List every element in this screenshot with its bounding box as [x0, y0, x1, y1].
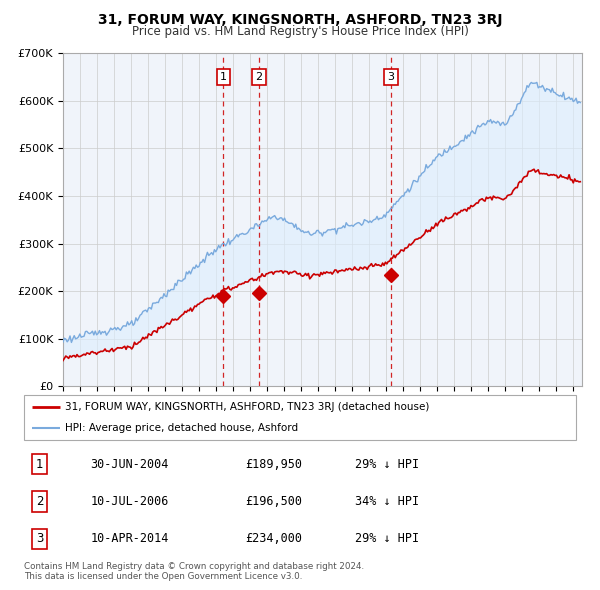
Text: 30-JUN-2004: 30-JUN-2004 [90, 458, 169, 471]
Text: Contains HM Land Registry data © Crown copyright and database right 2024.
This d: Contains HM Land Registry data © Crown c… [24, 562, 364, 581]
Text: 3: 3 [388, 72, 394, 82]
Text: 1: 1 [36, 458, 43, 471]
Text: 2: 2 [36, 495, 43, 508]
Text: 31, FORUM WAY, KINGSNORTH, ASHFORD, TN23 3RJ: 31, FORUM WAY, KINGSNORTH, ASHFORD, TN23… [98, 13, 502, 27]
Text: HPI: Average price, detached house, Ashford: HPI: Average price, detached house, Ashf… [65, 424, 299, 434]
Text: 10-APR-2014: 10-APR-2014 [90, 532, 169, 545]
FancyBboxPatch shape [24, 395, 576, 440]
Text: £234,000: £234,000 [245, 532, 302, 545]
Text: 31, FORUM WAY, KINGSNORTH, ASHFORD, TN23 3RJ (detached house): 31, FORUM WAY, KINGSNORTH, ASHFORD, TN23… [65, 402, 430, 412]
Text: 29% ↓ HPI: 29% ↓ HPI [355, 458, 419, 471]
Text: 10-JUL-2006: 10-JUL-2006 [90, 495, 169, 508]
Text: 1: 1 [220, 72, 227, 82]
Text: £196,500: £196,500 [245, 495, 302, 508]
Text: 34% ↓ HPI: 34% ↓ HPI [355, 495, 419, 508]
Text: 3: 3 [36, 532, 43, 545]
Text: Price paid vs. HM Land Registry's House Price Index (HPI): Price paid vs. HM Land Registry's House … [131, 25, 469, 38]
Text: £189,950: £189,950 [245, 458, 302, 471]
Text: 2: 2 [256, 72, 263, 82]
Text: 29% ↓ HPI: 29% ↓ HPI [355, 532, 419, 545]
